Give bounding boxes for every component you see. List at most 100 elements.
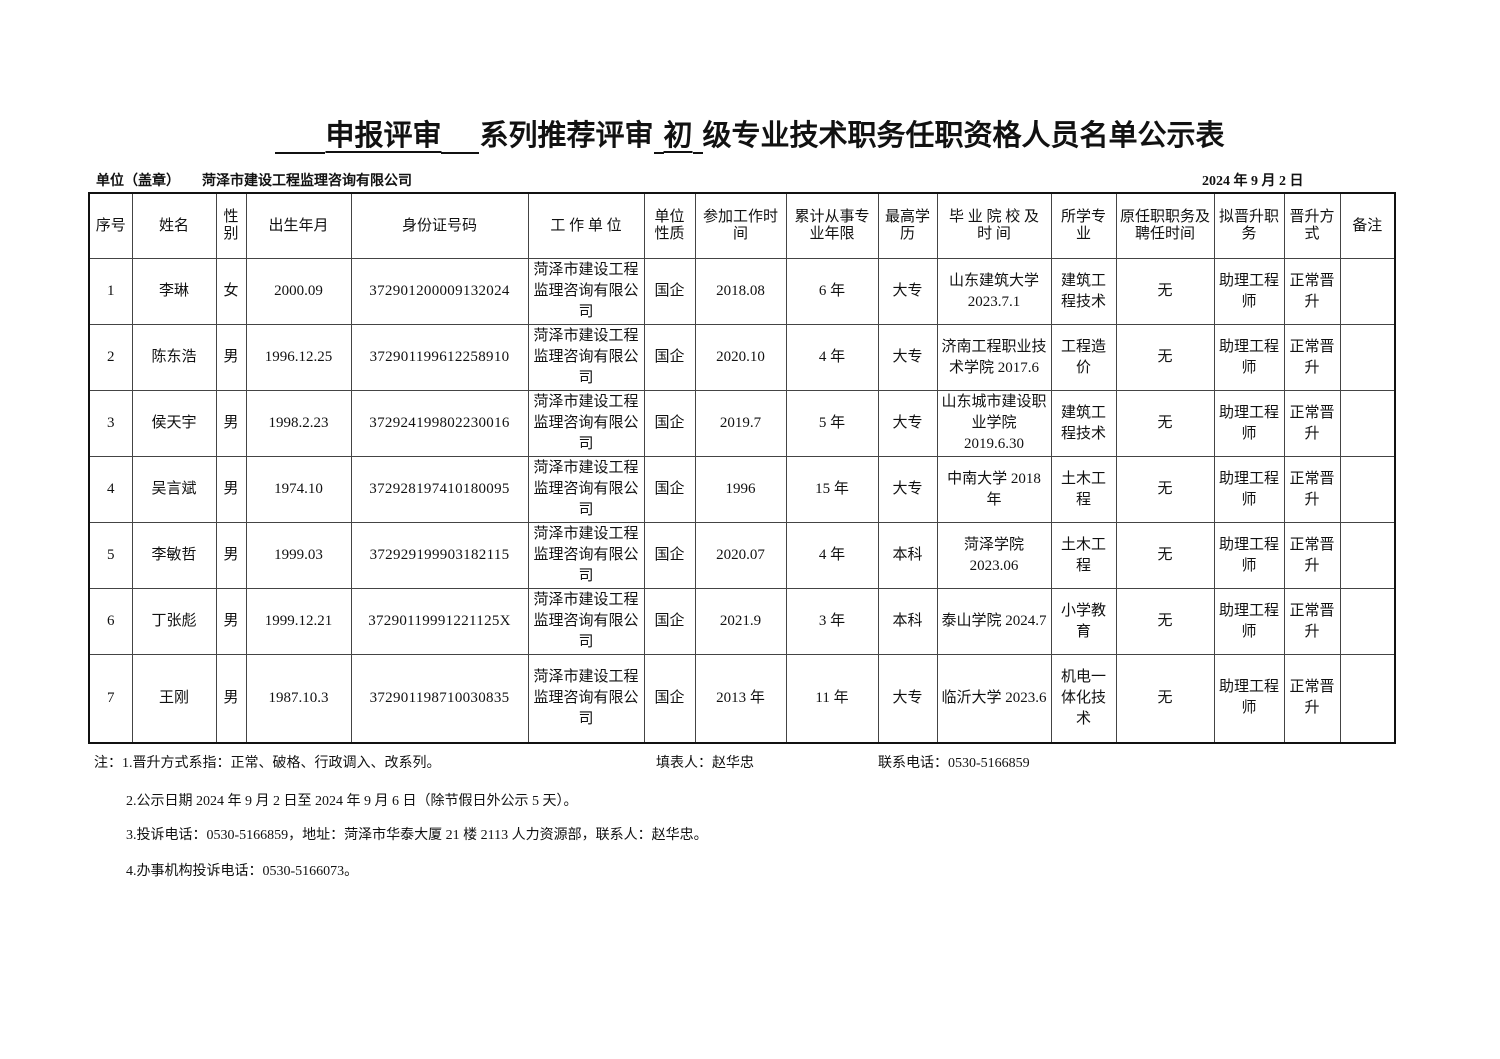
page-title: 申报评审 系列推荐评审初级专业技术职务任职资格人员名单公示表 <box>0 112 1500 154</box>
table-cell: 中南大学 2018 年 <box>936 456 1052 523</box>
table-cell: 大专 <box>877 258 938 325</box>
table-cell: 男 <box>215 390 247 457</box>
title-rest: 级专业技术职务任职资格人员名单公示表 <box>702 118 1225 152</box>
table-cell: 助理工程师 <box>1213 522 1285 589</box>
note-4: 4.办事机构投诉电话：0530-5166073。 <box>126 864 359 879</box>
column-header: 出生年月 <box>245 192 352 259</box>
column-header: 身份证号码 <box>350 192 529 259</box>
table-cell: 山东建筑大学 2023.7.1 <box>936 258 1052 325</box>
column-header: 工 作 单 位 <box>527 192 645 259</box>
table-cell: 372901200009132024 <box>350 258 529 325</box>
title-blank <box>653 122 664 154</box>
table-row: 2 陈东浩男 1996.12.25 372901199612258910 菏泽市建设工程… <box>88 324 1396 391</box>
table-cell: 372924199802230016 <box>350 390 529 457</box>
table-cell: 2021.9 <box>694 588 787 655</box>
table-cell: 正常晋升 <box>1283 588 1341 655</box>
title-blank <box>441 122 480 154</box>
table-cell <box>1339 588 1396 655</box>
table-cell: 助理工程师 <box>1213 654 1285 743</box>
table-cell: 国企 <box>643 456 696 523</box>
table-row: 4 吴言斌男 1974.10 372928197410180095 菏泽市建设工程监理咨… <box>88 456 1396 523</box>
table-cell: 无 <box>1115 588 1215 655</box>
table-cell: 正常晋升 <box>1283 258 1341 325</box>
table-cell: 1974.10 <box>245 456 352 523</box>
column-header: 姓名 <box>131 192 217 259</box>
table-cell: 丁张彪 <box>131 588 217 655</box>
table-cell: 无 <box>1115 456 1215 523</box>
table-cell: 大专 <box>877 324 938 391</box>
table-cell: 李琳 <box>131 258 217 325</box>
table-cell: 菏泽学院 2023.06 <box>936 522 1052 589</box>
table-cell: 2000.09 <box>245 258 352 325</box>
table-cell: 男 <box>215 522 247 589</box>
table-cell: 大专 <box>877 390 938 457</box>
table-cell: 正常晋升 <box>1283 456 1341 523</box>
table-cell: 2020.10 <box>694 324 787 391</box>
table-cell: 建筑工程技术 <box>1050 258 1117 325</box>
table-cell: 菏泽市建设工程监理咨询有限公司 <box>527 324 645 391</box>
table-cell: 工程造价 <box>1050 324 1117 391</box>
column-header: 最高学历 <box>877 192 938 259</box>
table-cell: 男 <box>215 324 247 391</box>
table-cell: 5 年 <box>785 390 879 457</box>
column-header: 序号 <box>88 192 133 259</box>
table-cell: 山东城市建设职业学院 2019.6.30 <box>936 390 1052 457</box>
table-cell <box>1339 654 1396 743</box>
table-cell: 1998.2.23 <box>245 390 352 457</box>
table-cell: 国企 <box>643 588 696 655</box>
column-header: 拟晋升职务 <box>1213 192 1285 259</box>
table-cell: 1999.12.21 <box>245 588 352 655</box>
column-header: 备注 <box>1339 192 1396 259</box>
unit-name: 菏泽市建设工程监理咨询有限公司 <box>202 174 412 189</box>
table-cell: 国企 <box>643 258 696 325</box>
table-cell: 无 <box>1115 654 1215 743</box>
table-cell: 菏泽市建设工程监理咨询有限公司 <box>527 654 645 743</box>
table-cell: 1996 <box>694 456 787 523</box>
table-cell: 6 <box>88 588 133 655</box>
table-cell: 15 年 <box>785 456 879 523</box>
note-2: 2.公示日期 2024 年 9 月 2 日至 2024 年 9 月 6 日（除节… <box>126 794 578 809</box>
table-cell: 国企 <box>643 654 696 743</box>
table-cell: 男 <box>215 588 247 655</box>
table-cell: 2013 年 <box>694 654 787 743</box>
table-cell: 372929199903182115 <box>350 522 529 589</box>
table-cell: 助理工程师 <box>1213 324 1285 391</box>
table-cell: 大专 <box>877 456 938 523</box>
table-cell: 侯天宇 <box>131 390 217 457</box>
title-level: 初 <box>663 118 693 152</box>
column-header: 累计从事专业年限 <box>785 192 879 259</box>
table-cell: 无 <box>1115 522 1215 589</box>
table-cell: 正常晋升 <box>1283 324 1341 391</box>
title-blank <box>692 122 703 154</box>
filler-name: 填表人：赵华忠 <box>656 756 754 771</box>
table-cell: 小学教育 <box>1050 588 1117 655</box>
column-header: 原任职职务及聘任时间 <box>1115 192 1215 259</box>
table-row: 1 李琳女 2000.09 372901200009132024 菏泽市建设工程监理咨询… <box>88 258 1396 325</box>
table-cell <box>1339 258 1396 325</box>
table-cell: 女 <box>215 258 247 325</box>
table-cell: 372901198710030835 <box>350 654 529 743</box>
table-cell: 本科 <box>877 522 938 589</box>
table-cell: 4 <box>88 456 133 523</box>
table-cell: 李敏哲 <box>131 522 217 589</box>
table-cell: 男 <box>215 456 247 523</box>
contact-phone: 联系电话：0530-5166859 <box>878 756 1030 771</box>
table-cell: 4 年 <box>785 324 879 391</box>
table-cell: 2020.07 <box>694 522 787 589</box>
table-header-row: 序号 姓名 性别 出生年月 身份证号码工 作 单 位单位性质 参加工作时间 累计从事专业年限… <box>88 192 1396 259</box>
column-header: 参加工作时间 <box>694 192 787 259</box>
table-cell: 37290119991221125X <box>350 588 529 655</box>
table-cell: 正常晋升 <box>1283 522 1341 589</box>
column-header: 晋升方式 <box>1283 192 1341 259</box>
table-cell: 菏泽市建设工程监理咨询有限公司 <box>527 456 645 523</box>
table-cell: 助理工程师 <box>1213 588 1285 655</box>
unit-line: 单位（盖章） 菏泽市建设工程监理咨询有限公司 <box>96 170 434 190</box>
table-cell: 无 <box>1115 324 1215 391</box>
table-cell: 菏泽市建设工程监理咨询有限公司 <box>527 522 645 589</box>
table-cell: 国企 <box>643 324 696 391</box>
table-cell: 4 年 <box>785 522 879 589</box>
title-series: 系列推荐评审 <box>479 118 654 152</box>
table-row: 3 侯天宇男 1998.2.23 372924199802230016 菏泽市建设工程监… <box>88 390 1396 457</box>
table-cell: 助理工程师 <box>1213 390 1285 457</box>
table-cell: 本科 <box>877 588 938 655</box>
